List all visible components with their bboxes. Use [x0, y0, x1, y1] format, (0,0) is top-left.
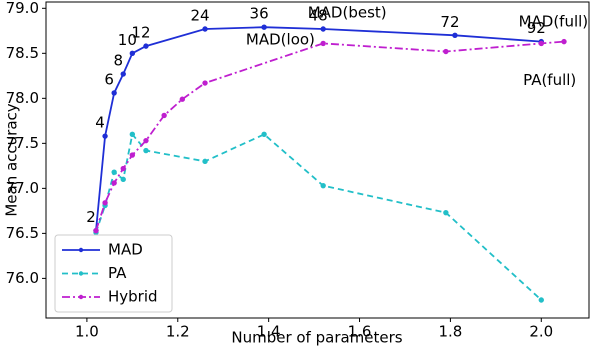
point-label: 12 — [131, 24, 150, 42]
series-line — [95, 26, 542, 231]
annotation: MAD(loo) — [246, 30, 315, 48]
point-label: 24 — [190, 7, 209, 25]
legend-box — [54, 234, 173, 313]
data-point — [443, 209, 449, 216]
x-tick-label: 1.2 — [166, 323, 190, 341]
x-tick-label: 1.4 — [257, 323, 281, 341]
data-point — [561, 38, 567, 45]
y-tick-label: 77.5 — [6, 134, 39, 152]
x-tick-label: 1.8 — [438, 323, 462, 341]
legend-marker — [78, 271, 84, 276]
data-point — [161, 112, 167, 119]
data-point — [179, 96, 186, 102]
point-label: 10 — [118, 31, 137, 49]
x-tick-label: 1.0 — [75, 323, 99, 341]
legend-label: MAD — [108, 241, 143, 259]
point-label: 36 — [250, 5, 269, 23]
data-point — [111, 180, 117, 186]
data-point — [538, 40, 544, 47]
data-point — [143, 43, 149, 49]
data-point — [538, 297, 544, 303]
data-point — [261, 24, 267, 30]
data-point — [202, 158, 208, 165]
y-tick-label: 78.0 — [6, 89, 39, 107]
data-point — [129, 131, 136, 138]
annotation: MAD(best) — [308, 3, 387, 21]
data-point — [202, 26, 208, 32]
data-point — [129, 50, 136, 57]
data-point — [320, 182, 326, 189]
data-point — [320, 40, 326, 47]
x-tick-label: 1.6 — [348, 323, 372, 341]
y-tick-label: 77.0 — [6, 179, 39, 197]
legend-label: PA — [108, 264, 127, 282]
data-point — [143, 147, 149, 154]
data-point — [120, 176, 126, 183]
data-point — [443, 48, 449, 55]
data-point — [120, 71, 126, 77]
data-point — [102, 133, 108, 139]
y-tick-label: 76.5 — [6, 224, 39, 242]
data-point — [320, 26, 326, 32]
point-label: 6 — [104, 70, 114, 88]
y-axis-label: Mean accuracy — [3, 103, 21, 216]
point-label: 2 — [86, 208, 96, 226]
series-line — [95, 40, 565, 231]
legend-marker — [78, 294, 84, 300]
data-point — [93, 227, 99, 234]
data-point — [111, 169, 117, 175]
data-point — [111, 90, 117, 96]
data-point — [202, 80, 208, 86]
legend-marker — [78, 247, 84, 253]
x-axis-label: Number of parameters — [231, 329, 402, 347]
plot-frame — [45, 1, 590, 319]
point-label: 48 — [309, 7, 328, 25]
point-label: 4 — [95, 114, 105, 132]
x-tick-label: 2.0 — [529, 323, 553, 341]
data-point — [120, 165, 126, 172]
point-label: 72 — [440, 13, 459, 31]
annotation: PA(full) — [523, 71, 576, 89]
y-tick-label: 79.0 — [6, 0, 39, 17]
data-point — [102, 200, 108, 206]
point-label: 8 — [113, 52, 123, 70]
data-point — [129, 152, 136, 158]
y-tick-label: 78.5 — [6, 44, 39, 62]
legend-label: Hybrid — [108, 288, 158, 306]
annotation: MAD(full) — [519, 12, 589, 30]
y-tick-label: 76.0 — [6, 269, 39, 287]
data-point — [452, 32, 458, 39]
data-point — [143, 137, 149, 144]
point-label: 92 — [527, 19, 546, 37]
data-point — [261, 131, 267, 138]
